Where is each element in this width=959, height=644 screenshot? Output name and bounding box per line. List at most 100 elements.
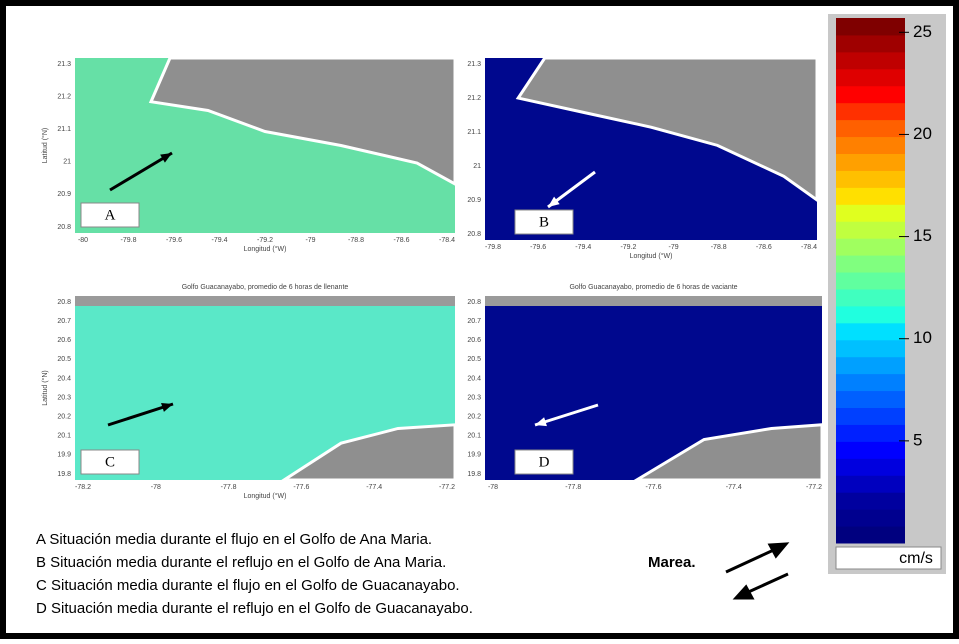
x-tick-label: -78.8 <box>348 237 364 244</box>
y-axis-label: Latitud (°N) <box>41 128 49 163</box>
y-tick-label: 20.7 <box>57 318 71 325</box>
panel-label: C <box>105 454 115 470</box>
y-tick-label: 21.2 <box>57 93 71 100</box>
y-tick-label: 20.5 <box>57 356 71 363</box>
y-tick-label: 21.2 <box>467 95 481 102</box>
x-tick-label: -78.4 <box>439 237 455 244</box>
color-band <box>836 424 905 441</box>
color-band <box>836 289 905 306</box>
y-tick-label: 21.3 <box>467 61 481 68</box>
y-tick-label: 20.3 <box>57 394 71 401</box>
y-tick-label: 19.8 <box>467 471 481 478</box>
y-tick-label: 20.2 <box>467 414 481 421</box>
colorbar-tick-label: 15 <box>913 226 932 245</box>
color-band <box>836 441 905 458</box>
x-tick-label: -77.4 <box>366 484 382 491</box>
color-band <box>836 458 905 475</box>
color-band <box>836 272 905 289</box>
y-tick-label: 20.4 <box>467 375 481 382</box>
y-tick-label: 20.9 <box>57 191 71 198</box>
x-tick-label: -79.2 <box>257 237 273 244</box>
x-tick-label: -79.4 <box>575 244 591 251</box>
y-tick-label: 20.3 <box>467 394 481 401</box>
x-tick-label: -77.8 <box>565 484 581 491</box>
colorbar: 510152025cm/s <box>828 14 946 574</box>
x-axis-label: Longitud (°W) <box>630 252 673 260</box>
color-band <box>836 238 905 255</box>
colorbar-tick-label: 20 <box>913 124 932 143</box>
map-panel: Golfo Guacanayabo, promedio de 6 horas d… <box>467 284 822 491</box>
panel-label: D <box>539 454 550 470</box>
color-band <box>836 35 905 52</box>
panel-label: B <box>539 214 549 230</box>
x-tick-label: -78 <box>488 484 498 491</box>
colorbar-unit: cm/s <box>899 550 933 567</box>
colorbar-tick-label: 5 <box>913 430 922 449</box>
color-band <box>836 221 905 238</box>
caption: D Situación media durante el reflujo en … <box>36 600 473 617</box>
panel-label: A <box>105 207 116 223</box>
y-tick-label: 20.8 <box>467 231 481 238</box>
y-tick-label: 20.8 <box>57 299 71 306</box>
figure: 21.321.221.12120.920.8-80-79.8-79.6-79.4… <box>0 0 959 639</box>
y-tick-label: 19.9 <box>467 452 481 459</box>
y-tick-label: 20.5 <box>467 356 481 363</box>
color-band <box>836 52 905 69</box>
y-tick-label: 20.9 <box>467 197 481 204</box>
x-tick-label: -79.8 <box>121 237 137 244</box>
x-tick-label: -79.6 <box>530 244 546 251</box>
color-band <box>836 374 905 391</box>
x-tick-label: -77.6 <box>646 484 662 491</box>
color-band <box>836 153 905 170</box>
y-tick-label: 19.8 <box>57 471 71 478</box>
y-tick-label: 19.9 <box>57 452 71 459</box>
land-top <box>485 296 822 306</box>
color-band <box>836 509 905 526</box>
color-band <box>836 18 905 35</box>
x-tick-label: -78 <box>151 484 161 491</box>
x-axis-label: Longitud (°W) <box>244 492 287 500</box>
color-band <box>836 170 905 187</box>
x-axis-label: Longitud (°W) <box>244 245 287 253</box>
colorbar-tick-label: 25 <box>913 22 932 41</box>
color-band <box>836 137 905 154</box>
y-tick-label: 21 <box>63 159 71 166</box>
color-band <box>836 492 905 509</box>
x-tick-label: -79.2 <box>620 244 636 251</box>
y-tick-label: 20.6 <box>467 337 481 344</box>
color-band <box>836 323 905 340</box>
map-panel: Golfo Guacanayabo, promedio de 6 horas d… <box>41 284 455 500</box>
y-tick-label: 20.8 <box>57 224 71 231</box>
y-tick-label: 20.1 <box>467 433 481 440</box>
y-tick-label: 20.4 <box>57 375 71 382</box>
color-band <box>836 408 905 425</box>
y-tick-label: 20.1 <box>57 433 71 440</box>
color-band <box>836 391 905 408</box>
color-band <box>836 69 905 86</box>
x-tick-label: -79 <box>305 237 315 244</box>
x-tick-label: -77.6 <box>293 484 309 491</box>
x-tick-label: -78.2 <box>75 484 91 491</box>
color-band <box>836 255 905 272</box>
caption: B Situación media durante el reflujo en … <box>36 554 446 571</box>
caption: A Situación media durante el flujo en el… <box>36 531 432 548</box>
color-band <box>836 187 905 204</box>
map-panel: 21.321.221.12120.920.8-80-79.8-79.6-79.4… <box>41 58 455 253</box>
color-band <box>836 204 905 221</box>
color-band <box>836 526 905 543</box>
y-tick-label: 20.2 <box>57 414 71 421</box>
panel-title: Golfo Guacanayabo, promedio de 6 horas d… <box>569 284 737 291</box>
color-band <box>836 86 905 103</box>
color-band <box>836 120 905 137</box>
x-tick-label: -77.2 <box>439 484 455 491</box>
color-band <box>836 340 905 357</box>
x-tick-label: -78.8 <box>711 244 727 251</box>
y-tick-label: 21 <box>473 163 481 170</box>
color-band <box>836 475 905 492</box>
color-band <box>836 306 905 323</box>
land-top <box>75 296 455 306</box>
color-band <box>836 103 905 120</box>
y-axis-label: Latitud (°N) <box>41 370 49 405</box>
x-tick-label: -77.8 <box>221 484 237 491</box>
x-tick-label: -78.4 <box>801 244 817 251</box>
